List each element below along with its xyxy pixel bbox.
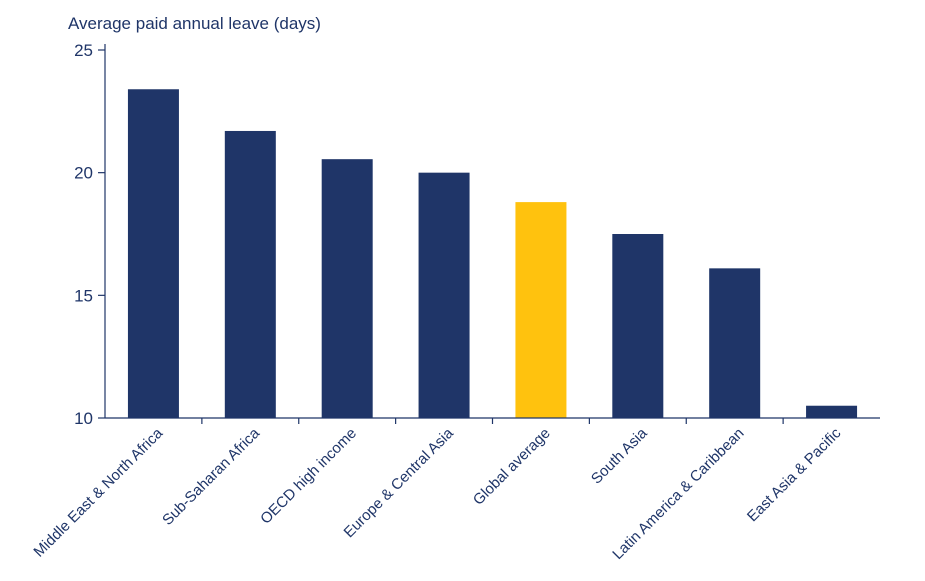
x-category-label: East Asia & Pacific (744, 424, 845, 525)
y-tick-label: 10 (74, 409, 93, 428)
bar (224, 130, 276, 418)
bar (709, 268, 761, 418)
x-category-label: South Asia (588, 424, 651, 487)
y-ticks-group: 10 15 20 25 (74, 41, 105, 428)
y-tick-label: 15 (74, 286, 93, 305)
x-category-label: Sub-Saharan Africa (159, 424, 263, 528)
y-tick-label: 20 (74, 164, 93, 183)
y-axis-title: Average paid annual leave (days) (68, 14, 321, 33)
x-category-label: OECD high income (257, 425, 360, 528)
x-category-label: Europe & Central Asia (341, 424, 458, 541)
axes-group (104, 44, 880, 424)
x-category-label: Middle East & North Africa (30, 424, 166, 560)
x-category-label: Global average (470, 425, 554, 509)
bar (806, 405, 858, 418)
y-tick-label: 25 (74, 41, 93, 60)
bar (515, 202, 567, 418)
bar (321, 159, 373, 418)
bars-group (127, 89, 858, 419)
bar (612, 234, 664, 418)
bar (127, 89, 179, 419)
bar (418, 172, 470, 418)
